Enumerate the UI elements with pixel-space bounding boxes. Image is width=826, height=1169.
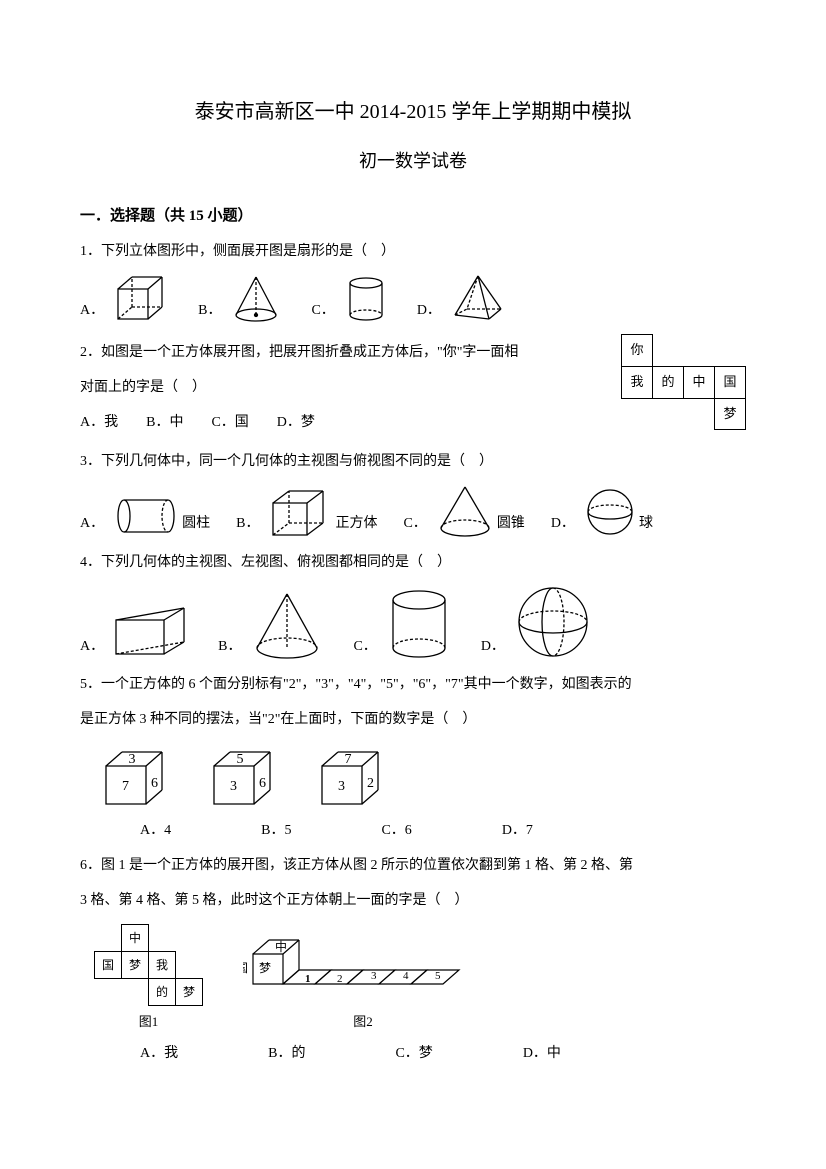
q3-b-name: 正方体 — [335, 509, 377, 540]
q3-c: C． — [403, 509, 426, 540]
q4-d: D． — [481, 632, 505, 663]
q1-opt-a-label: A． — [80, 296, 104, 327]
q1-opt-c-label: C． — [311, 296, 334, 327]
pyramid-icon — [447, 271, 509, 326]
section-heading: 一．选择题（共 15 小题） — [80, 200, 746, 233]
q6-fig1: 中 国梦我 的梦 图1 — [94, 924, 203, 1037]
svg-text:6: 6 — [151, 776, 158, 791]
cylinder-icon — [383, 586, 455, 662]
cube-icon — [265, 485, 335, 540]
q3-a-name: 圆柱 — [182, 509, 210, 540]
cone-icon — [227, 271, 285, 326]
svg-text:3: 3 — [371, 970, 377, 982]
q5-ans-b: B．5 — [261, 816, 291, 847]
q6-answers: A．我 B．的 C．梦 D．中 — [140, 1039, 746, 1070]
q3-text: 3．下列几何体中，同一个几何体的主视图与俯视图不同的是（ ） — [80, 447, 746, 478]
svg-text:6: 6 — [259, 776, 266, 791]
q6-ans-a: A．我 — [140, 1039, 178, 1070]
q1-opt-d-label: D． — [417, 296, 441, 327]
q1-options: A． B． C． — [80, 271, 746, 326]
q6-fig2: 中 梦 国 1 2 3 4 5 图2 — [243, 922, 483, 1037]
prism-icon — [110, 600, 192, 662]
q5-ans-d: D．7 — [502, 816, 533, 847]
q5-ans-a: A．4 — [140, 816, 171, 847]
q3-a: A． — [80, 509, 104, 540]
q4-text: 4．下列几何体的主视图、左视图、俯视图都相同的是（ ） — [80, 548, 746, 579]
q3-d: D． — [551, 509, 575, 540]
q5-ans-c: C．6 — [381, 816, 411, 847]
sphere-icon — [511, 582, 595, 662]
q6-ans-c: C．梦 — [395, 1039, 432, 1070]
q4-b: B． — [218, 632, 241, 663]
q2-line1: 2．如图是一个正方体展开图，把展开图折叠成正方体后，"你"字一面相 — [80, 338, 621, 369]
svg-text:1: 1 — [305, 973, 311, 985]
svg-text:中: 中 — [275, 939, 287, 954]
sphere-icon — [581, 485, 639, 540]
q4-a: A． — [80, 632, 104, 663]
labeled-cube-icon: 3 7 6 — [98, 744, 176, 812]
q6-line2: 3 格、第 4 格、第 5 格，此时这个正方体朝上一面的字是（ ） — [80, 886, 746, 917]
q3-c-name: 圆锥 — [497, 509, 525, 540]
svg-text:2: 2 — [367, 776, 374, 791]
cylinder-icon — [341, 271, 391, 326]
page-subtitle: 初一数学试卷 — [80, 142, 746, 182]
page-title: 泰安市高新区一中 2014-2015 学年上学期期中模拟 — [80, 90, 746, 134]
q2-line2: 对面上的字是（ ） — [80, 373, 621, 404]
svg-text:7: 7 — [122, 779, 129, 794]
q6-ans-b: B．的 — [268, 1039, 305, 1070]
svg-text:5: 5 — [237, 752, 244, 767]
svg-text:7: 7 — [345, 752, 352, 767]
q2-options: A．我 B．中 C．国 D．梦 — [80, 408, 621, 439]
cube-icon — [110, 271, 172, 326]
q3-d-name: 球 — [639, 509, 653, 540]
q4-c: C． — [353, 632, 376, 663]
q5-answers: A．4 B．5 C．6 D．7 — [140, 816, 746, 847]
q1-text: 1．下列立体图形中，侧面展开图是扇形的是（ ） — [80, 237, 746, 268]
q5-cubes: 3 7 6 5 3 6 7 3 2 — [98, 744, 746, 812]
q6-line1: 6．图 1 是一个正方体的展开图，该正方体从图 2 所示的位置依次翻到第 1 格… — [80, 851, 746, 882]
fig2-label: 图2 — [243, 1008, 483, 1037]
q1-opt-b-label: B． — [198, 296, 221, 327]
svg-text:2: 2 — [337, 973, 343, 985]
labeled-cube-icon: 7 3 2 — [314, 744, 392, 812]
cone-icon — [433, 482, 497, 540]
q4-options: A． B． C． — [80, 582, 746, 662]
svg-text:3: 3 — [129, 752, 136, 767]
svg-text:5: 5 — [435, 970, 441, 982]
svg-text:国: 国 — [243, 961, 248, 975]
q3-b: B． — [236, 509, 259, 540]
q2-net-diagram: 你 我 的 中 国 梦 — [621, 334, 746, 430]
svg-text:梦: 梦 — [259, 961, 271, 975]
q5-line1: 5．一个正方体的 6 个面分别标有"2"，"3"，"4"，"5"，"6"，"7"… — [80, 670, 746, 701]
cone-icon — [247, 590, 327, 662]
svg-text:3: 3 — [230, 779, 237, 794]
labeled-cube-icon: 5 3 6 — [206, 744, 284, 812]
q5-line2: 是正方体 3 种不同的摆法，当"2"在上面时，下面的数字是（ ） — [80, 705, 746, 736]
q6-ans-d: D．中 — [523, 1039, 561, 1070]
fig1-label: 图1 — [94, 1008, 203, 1037]
svg-text:3: 3 — [338, 779, 345, 794]
svg-text:4: 4 — [403, 970, 409, 982]
q3-options: A． 圆柱 B． 正方体 — [80, 482, 746, 540]
cylinder-side-icon — [110, 492, 182, 540]
